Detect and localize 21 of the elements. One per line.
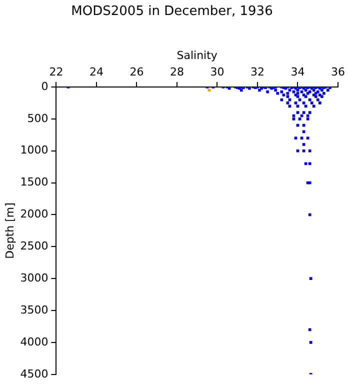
x-tick-label: 34 (290, 65, 305, 78)
y-tick-label: 3000 (20, 271, 48, 284)
y-tick-label: 1500 (20, 176, 48, 189)
chart-title: MODS2005 in December, 1936 (71, 4, 273, 20)
y-tick-label: 2500 (20, 240, 48, 253)
y-tick-label: 1000 (20, 144, 48, 157)
y-tick-label: 500 (27, 112, 48, 125)
x-tick-label: 32 (250, 65, 264, 78)
y-axis-title: Depth [m] (3, 202, 16, 259)
x-tick-label: 28 (170, 65, 184, 78)
x-tick-label: 24 (89, 65, 104, 78)
y-tick-label: 0 (41, 80, 48, 93)
x-tick-label: 36 (331, 65, 345, 78)
y-tick-label: 2000 (20, 208, 48, 221)
x-tick-label: 26 (130, 65, 144, 78)
y-tick-label: 3500 (20, 303, 48, 316)
x-tick-label: 22 (49, 65, 64, 78)
y-tick-label: 4500 (20, 367, 48, 380)
x-tick-label: 30 (210, 65, 224, 78)
y-tick-label: 4000 (20, 335, 48, 348)
x-axis-title: Salinity (176, 49, 218, 62)
